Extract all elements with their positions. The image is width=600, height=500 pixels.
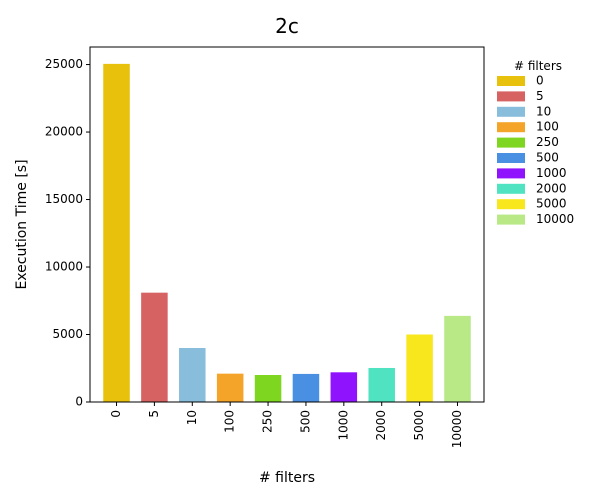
x-tick-label: 500: [298, 410, 312, 433]
legend-label-10000: 10000: [536, 212, 574, 226]
legend-swatch-100: [497, 122, 525, 133]
bar-100: [216, 373, 244, 402]
x-tick-label: 1000: [336, 410, 350, 441]
plot-frame: [89, 46, 485, 403]
legend-label-1000: 1000: [536, 166, 567, 180]
bar-250: [254, 375, 282, 402]
bar-500: [292, 373, 320, 402]
legend-label-0: 0: [536, 74, 544, 88]
y-tick-label: 20000: [45, 125, 83, 139]
y-tick-label: 5000: [52, 327, 83, 341]
legend-swatch-10000: [497, 214, 525, 225]
y-axis: 0 5000 10000 15000 20000 25000: [45, 57, 90, 409]
x-tick-label: 10000: [450, 410, 464, 448]
legend-label-500: 500: [536, 151, 559, 165]
bar-10: [179, 348, 206, 402]
bar-2000: [368, 367, 395, 402]
x-tick-label: 2000: [374, 410, 388, 441]
chart-title: 2c: [275, 14, 299, 38]
bar-5: [141, 292, 168, 402]
x-tick-label: 5: [147, 410, 161, 418]
legend-label-5000: 5000: [536, 197, 567, 211]
legend-swatch-0: [497, 76, 525, 86]
legend-swatch-5000: [497, 199, 525, 210]
y-tick-label: 15000: [45, 192, 83, 206]
x-axis: 0 5 10 100 250 500 1000 2000 5000 10000: [109, 402, 464, 448]
x-tick-label: 100: [223, 410, 237, 433]
bar-0: [103, 63, 130, 403]
legend-swatch-5: [497, 91, 525, 102]
legend-swatch-10: [497, 106, 525, 117]
legend-label-100: 100: [536, 120, 559, 134]
legend-label-5: 5: [536, 89, 544, 103]
legend-swatch-2000: [497, 183, 525, 194]
bar-5000: [406, 334, 433, 402]
bar-1000: [330, 372, 358, 402]
x-tick-label: 10: [185, 410, 199, 425]
y-axis-label: Execution Time [s]: [14, 159, 30, 289]
legend-title: # filters: [514, 59, 562, 73]
y-tick-label: 0: [75, 395, 83, 409]
legend-label-250: 250: [536, 135, 559, 149]
x-tick-label: 0: [109, 410, 123, 418]
legend-label-10: 10: [536, 104, 551, 118]
y-tick-label: 25000: [45, 57, 83, 71]
x-axis-label: # filters: [259, 470, 315, 486]
legend-swatch-250: [497, 137, 525, 148]
bar-10000: [444, 315, 471, 402]
bars: [103, 63, 471, 403]
legend-swatch-1000: [497, 168, 525, 179]
x-tick-label: 250: [261, 410, 275, 433]
legend-label-2000: 2000: [536, 181, 567, 195]
x-tick-label: 5000: [412, 410, 426, 441]
y-tick-label: 10000: [45, 260, 83, 274]
legend-swatch-500: [497, 153, 525, 163]
